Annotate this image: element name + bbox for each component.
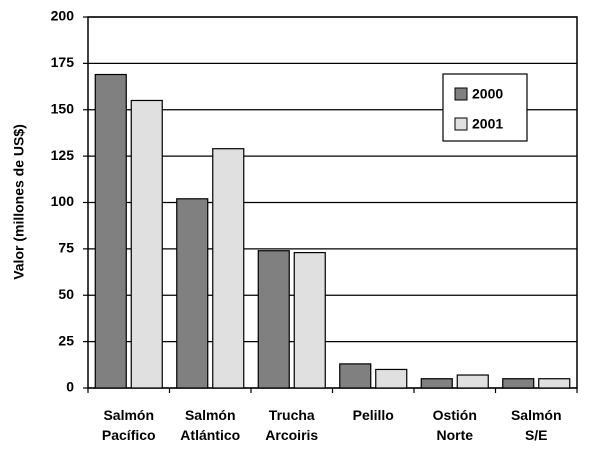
legend-label: 2001 <box>472 116 503 132</box>
x-tick-label: Ostión Norte <box>433 407 477 443</box>
y-tick-label: 75 <box>58 240 74 256</box>
bar <box>212 148 245 389</box>
y-axis-label: Valor (millones de US$) <box>11 124 27 280</box>
legend-label: 2000 <box>472 86 503 102</box>
bar <box>375 368 408 389</box>
x-tick-label-line: Atlántico <box>180 427 240 443</box>
y-tick-label: 0 <box>66 379 74 395</box>
legend-swatch <box>454 117 468 131</box>
x-tick-label-line: Pelillo <box>353 407 394 423</box>
y-tick-label: 50 <box>58 286 74 302</box>
bar <box>257 250 290 389</box>
bar <box>538 378 571 389</box>
y-tick-label: 125 <box>51 147 75 163</box>
bar <box>176 198 209 389</box>
x-tick-label-line: S/E <box>525 427 548 443</box>
bar <box>420 378 453 389</box>
x-tick-label: Salmón Pacífico <box>102 407 156 443</box>
x-tick-label-line: Ostión <box>433 407 477 423</box>
x-tick-label: Pelillo <box>353 407 394 423</box>
x-tick-label-line: Arcoiris <box>265 427 318 443</box>
bar <box>94 73 127 389</box>
y-tick-label: 150 <box>51 100 75 116</box>
bar <box>339 363 372 389</box>
y-tick-label: 100 <box>51 193 75 209</box>
x-tick-label-line: Salmón <box>511 407 562 423</box>
x-tick-label-line: Pacífico <box>102 427 156 443</box>
x-tick-label: Salmón S/E <box>511 407 562 443</box>
y-tick-label: 25 <box>58 332 74 348</box>
bar <box>293 251 326 389</box>
bar <box>130 99 163 389</box>
bar <box>456 374 489 389</box>
bar <box>502 378 535 389</box>
x-tick-label-line: Norte <box>436 427 473 443</box>
x-tick-label-line: Trucha <box>269 407 315 423</box>
legend-swatch <box>454 87 468 101</box>
x-tick-label: Salmón Atlántico <box>180 407 240 443</box>
x-tick-label-line: Salmón <box>185 407 236 423</box>
x-tick-label: Trucha Arcoiris <box>265 407 318 443</box>
y-tick-label: 175 <box>51 54 75 70</box>
y-tick-label: 200 <box>51 8 75 24</box>
x-tick-label-line: Salmón <box>103 407 154 423</box>
